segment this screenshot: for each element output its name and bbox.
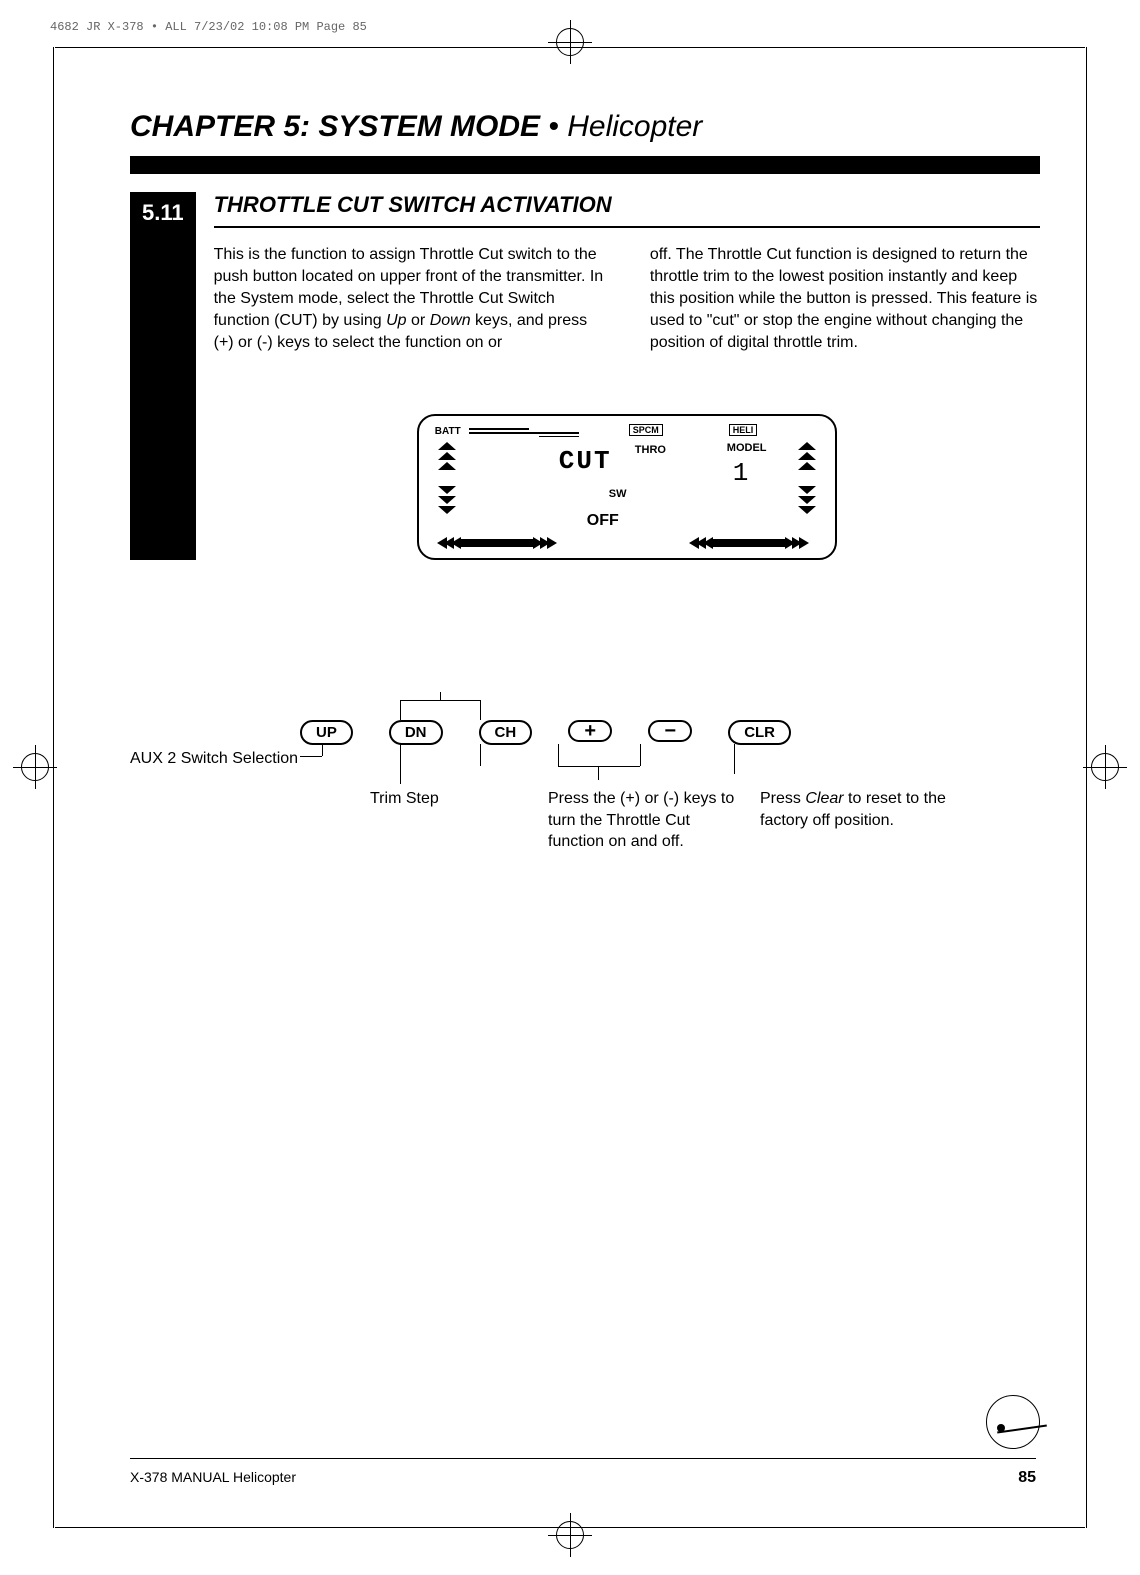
minus-button: − [648,720,692,742]
lcd-thro-label: THRO [635,444,666,456]
page-footer: X-378 MANUAL Helicopter 85 [130,1458,1036,1487]
lcd-right-arrows [797,442,817,516]
leader-ch [480,744,481,766]
body-text-columns: This is the function to assign Throttle … [214,244,1040,354]
leader-up [322,744,323,756]
lcd-heli-indicator: HELI [729,424,758,436]
leader-pm-v [598,766,599,780]
lcd-batt-label: BATT [435,426,461,437]
registration-mark-left [13,745,57,789]
page-number: 85 [1018,1469,1036,1487]
lcd-spcm-indicator: SPCM [629,424,663,436]
button-diagram-row: UP DN CH + − CLR [300,720,791,745]
body-column-1: This is the function to assign Throttle … [214,244,604,354]
leader-clr [734,744,735,774]
leader-dnch-top-l [400,700,401,720]
print-header-strip: 4682 JR X-378 • ALL 7/23/02 10:08 PM Pag… [50,20,367,34]
body-column-2: off. The Throttle Cut function is design… [650,244,1040,354]
chapter-divider-bar [130,156,1040,174]
leader-dn [400,744,401,784]
trim-line-left [53,47,54,1528]
section-row: 5.11 THROTTLE CUT SWITCH ACTIVATION This… [130,192,1040,560]
lcd-model-number: 1 [733,458,749,488]
lcd-screen-diagram: BATT SPCM HELI THRO MODEL CUT SW OFF 1 [417,414,837,560]
lcd-bottom-arrows-right [689,536,809,550]
chapter-title-light: Helicopter [567,110,702,143]
annotation-trim-step: Trim Step [370,788,439,810]
chapter-separator: • [540,110,567,143]
trim-line-bottom [55,1527,1085,1528]
registration-mark-bottom [548,1513,592,1557]
annotation-clr: Press Clear to reset to the factory off … [760,788,990,831]
footer-manual-name: X-378 MANUAL Helicopter [130,1469,296,1487]
lcd-sw-label: SW [609,488,627,500]
up-button: UP [300,720,353,745]
lcd-off-value: OFF [587,512,619,530]
leader-dnch-top-r [480,700,481,720]
chapter-title-bold: CHAPTER 5: SYSTEM MODE [130,110,540,143]
leader-minus [640,744,641,766]
trim-line-top [55,47,1085,48]
leader-dnch-mid [440,692,441,700]
leader-dnch-top [400,700,480,701]
leader-up-h [300,756,322,757]
page-content: CHAPTER 5: SYSTEM MODE • Helicopter 5.11… [130,110,1040,560]
section-title: THROTTLE CUT SWITCH ACTIVATION [214,192,1040,228]
lcd-left-arrows [437,442,457,516]
registration-mark-right [1083,745,1127,789]
section-number-badge: 5.11 [130,192,196,560]
lcd-battery-bar [469,426,579,436]
chapter-title: CHAPTER 5: SYSTEM MODE • Helicopter [130,110,1040,144]
plus-button: + [568,720,612,742]
lcd-bottom-arrows-left [437,536,557,550]
lcd-model-label: MODEL [727,442,767,454]
section-body: THROTTLE CUT SWITCH ACTIVATION This is t… [214,192,1040,560]
registration-mark-top [548,20,592,64]
leader-plus [558,744,559,766]
dn-button: DN [389,720,443,745]
annotation-plus-minus: Press the (+) or (-) keys to turn the Th… [548,788,738,853]
brand-logo [986,1395,1040,1449]
annotation-aux2: AUX 2 Switch Selection [130,748,298,770]
clr-button: CLR [728,720,791,745]
trim-line-right [1086,47,1087,1528]
ch-button: CH [479,720,533,745]
lcd-cut-text: CUT [559,446,612,476]
leader-pm-h [558,766,640,767]
